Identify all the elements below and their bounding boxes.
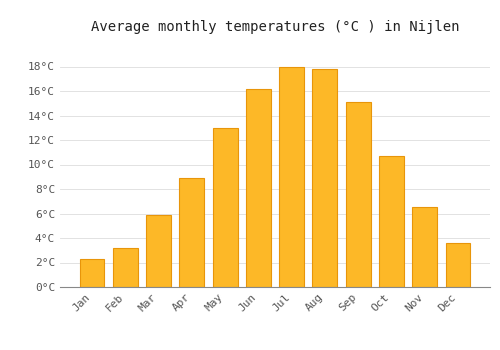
Bar [412,207,437,287]
Bar [180,178,204,287]
Bar [379,156,404,287]
Bar [346,102,370,287]
Bar [80,259,104,287]
Bar [279,66,304,287]
Bar [113,248,138,287]
Bar [246,89,271,287]
Bar [146,215,171,287]
Bar [446,243,470,287]
Bar [212,128,238,287]
Bar [312,69,338,287]
Title: Average monthly temperatures (°C ) in Nijlen: Average monthly temperatures (°C ) in Ni… [91,20,459,34]
